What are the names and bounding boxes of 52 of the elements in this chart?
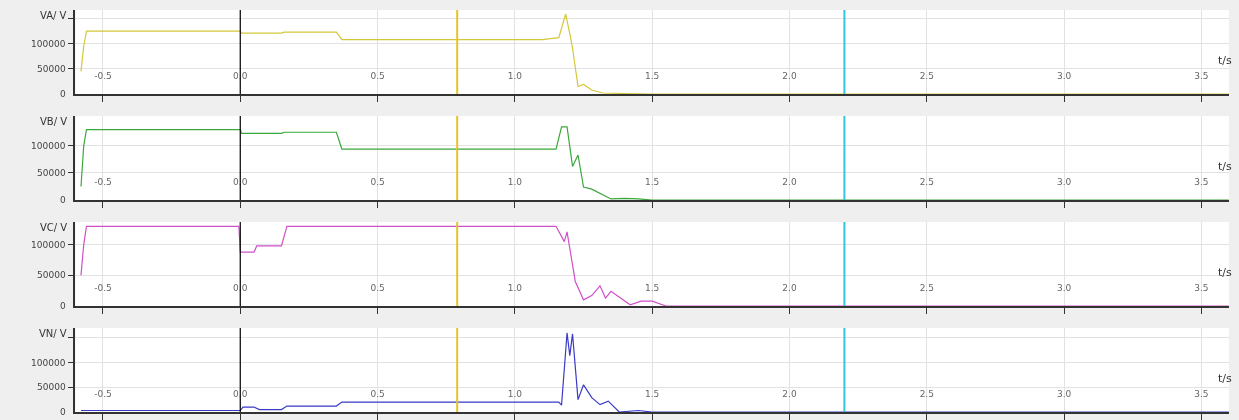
y-axis-title: VN/ V: [39, 328, 67, 339]
x-tick-label: 1.5: [645, 389, 660, 400]
x-tick-label: 3.5: [1194, 71, 1209, 82]
x-tick-label: 2.5: [919, 177, 934, 188]
y-tick-label: 100000: [31, 240, 66, 250]
x-tick-label: 3.0: [1056, 177, 1072, 188]
y-axis-title: VB/ V: [40, 116, 68, 127]
x-tick-label: 1.0: [507, 283, 523, 294]
x-tick-label: 1.5: [645, 283, 660, 294]
x-tick-label: 0.5: [370, 283, 385, 294]
x-tick-label: -0.5: [94, 71, 112, 82]
x-tick-label: 2.0: [782, 71, 797, 82]
x-axis-title: t/s: [1218, 160, 1233, 173]
x-tick-label: 3.0: [1056, 389, 1072, 400]
x-tick-label: -0.5: [94, 283, 112, 294]
x-tick-label: 2.5: [919, 71, 934, 82]
x-tick-label: 1.0: [507, 177, 523, 188]
x-tick-label: 2.5: [919, 283, 934, 294]
y-tick-label: 50000: [37, 64, 66, 74]
x-tick-label: -0.5: [94, 389, 112, 400]
x-axis-title: t/s: [1218, 54, 1233, 67]
x-tick-label: 0.5: [370, 71, 385, 82]
y-tick-label: 0: [60, 301, 66, 311]
y-tick-label: 50000: [37, 168, 66, 178]
x-tick-label: 3.5: [1194, 283, 1209, 294]
x-tick-label: 1.0: [507, 389, 523, 400]
x-tick-label: 3.0: [1056, 71, 1072, 82]
x-tick-label: 1.5: [645, 71, 660, 82]
y-tick-label: 50000: [37, 382, 66, 392]
x-axis-title: t/s: [1218, 372, 1233, 385]
x-tick-label: 2.5: [919, 389, 934, 400]
y-tick-label: 100000: [31, 358, 66, 368]
y-tick-label: 100000: [31, 141, 66, 151]
x-tick-label: 1.5: [645, 177, 660, 188]
y-tick-label: 0: [60, 195, 66, 205]
y-tick-label: 0: [60, 407, 66, 417]
y-axis-title: VC/ V: [40, 222, 68, 233]
x-tick-label: 0.5: [370, 177, 385, 188]
y-axis-title: VA/ V: [40, 10, 67, 21]
y-tick-label: 0: [60, 89, 66, 99]
x-tick-label: 3.0: [1056, 283, 1072, 294]
x-tick-label: 2.0: [782, 177, 797, 188]
y-tick-label: 50000: [37, 270, 66, 280]
x-tick-label: 3.5: [1194, 389, 1209, 400]
x-tick-label: 1.0: [507, 71, 523, 82]
x-tick-label: 2.0: [782, 283, 797, 294]
x-tick-label: 0.5: [370, 389, 385, 400]
x-axis-title: t/s: [1218, 266, 1233, 279]
x-tick-label: 2.0: [782, 389, 797, 400]
x-tick-label: -0.5: [94, 177, 112, 188]
x-tick-label: 3.5: [1194, 177, 1209, 188]
y-tick-label: 100000: [31, 39, 66, 49]
